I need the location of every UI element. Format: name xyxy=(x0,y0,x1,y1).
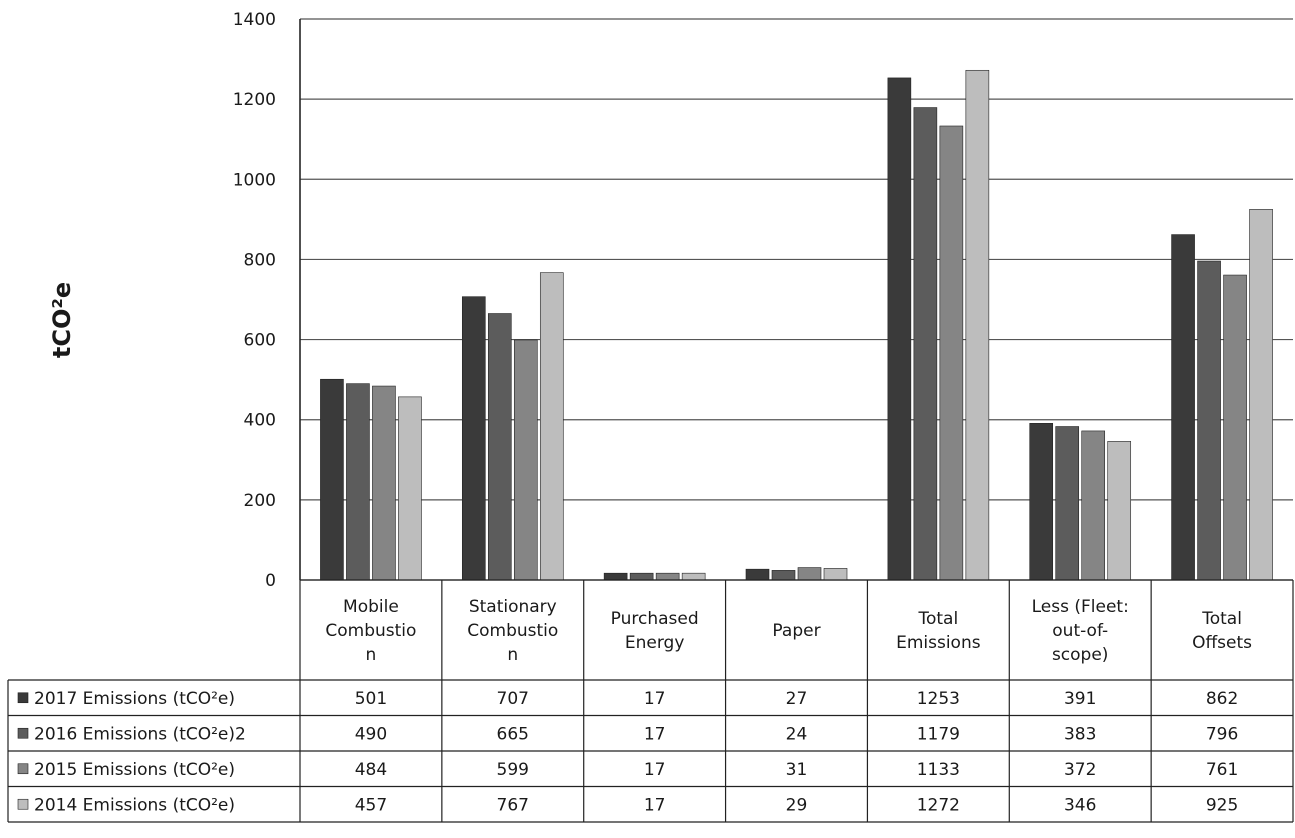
category-label: Combustio xyxy=(325,621,416,641)
bar xyxy=(913,107,938,581)
bar xyxy=(1197,260,1221,581)
bar xyxy=(1029,423,1054,581)
category-label: n xyxy=(507,645,518,665)
data-label: 1179 xyxy=(917,724,960,744)
category-label: Combustio xyxy=(467,621,558,641)
data-label: 24 xyxy=(786,724,808,744)
bar xyxy=(1107,441,1132,581)
data-label: 862 xyxy=(1206,689,1238,709)
category-label: Stationary xyxy=(469,597,557,617)
y-tick-label: 400 xyxy=(244,411,276,431)
category-label: n xyxy=(366,645,377,665)
data-label: 372 xyxy=(1064,760,1096,780)
legend-series-name: 2017 Emissions (tCO²e) xyxy=(34,689,235,709)
bar xyxy=(398,396,422,581)
data-label: 17 xyxy=(644,724,666,744)
bar xyxy=(539,272,564,581)
bar xyxy=(320,378,344,581)
category-label: scope) xyxy=(1052,645,1109,665)
data-label: 346 xyxy=(1064,795,1096,815)
data-label: 1133 xyxy=(917,760,960,780)
category-label: Energy xyxy=(625,633,685,653)
bar xyxy=(346,383,370,581)
bar xyxy=(939,125,964,581)
y-tick-label: 800 xyxy=(244,250,276,270)
bar xyxy=(745,568,770,581)
data-label: 490 xyxy=(355,724,387,744)
y-tick-label: 0 xyxy=(265,571,276,591)
data-label: 17 xyxy=(644,795,666,815)
bar xyxy=(1055,426,1080,581)
category-label: Mobile xyxy=(343,597,399,617)
bar xyxy=(372,385,396,581)
y-tick-label: 200 xyxy=(244,491,276,511)
y-tick-label: 1400 xyxy=(233,10,276,30)
bar xyxy=(1081,430,1106,581)
bar xyxy=(1249,209,1273,581)
data-label: 796 xyxy=(1206,724,1238,744)
y-tick-label: 1000 xyxy=(233,170,276,190)
legend-series-name: 2015 Emissions (tCO²e) xyxy=(34,760,235,780)
y-axis-label: tCO²e xyxy=(48,282,76,358)
data-label: 767 xyxy=(497,795,529,815)
data-label: 29 xyxy=(786,795,808,815)
bar xyxy=(887,77,912,581)
data-label: 17 xyxy=(644,760,666,780)
bar xyxy=(603,572,628,581)
data-label: 761 xyxy=(1206,760,1238,780)
data-label: 27 xyxy=(786,689,808,709)
bar xyxy=(823,568,848,581)
category-label: Emissions xyxy=(896,633,981,653)
category-label: Paper xyxy=(772,621,820,641)
data-label: 599 xyxy=(497,760,529,780)
data-label: 17 xyxy=(644,689,666,709)
legend-series-name: 2016 Emissions (tCO²e)2 xyxy=(34,724,246,744)
gridlines xyxy=(299,18,1293,581)
y-axis-ticks: 0 200 400 600 800 1000 1200 1400 xyxy=(233,10,276,591)
bar xyxy=(629,572,654,581)
bar xyxy=(771,570,796,581)
y-tick-label: 1200 xyxy=(233,90,276,110)
legend-key xyxy=(17,798,29,810)
data-label: 391 xyxy=(1064,689,1096,709)
bars xyxy=(320,69,1273,581)
category-label: Less (Fleet: xyxy=(1032,597,1129,617)
category-label: Offsets xyxy=(1192,633,1252,653)
bar xyxy=(1223,274,1247,581)
bar xyxy=(1171,234,1195,581)
data-label: 665 xyxy=(497,724,529,744)
y-tick-label: 600 xyxy=(244,331,276,351)
data-label: 501 xyxy=(355,689,387,709)
bar xyxy=(965,69,990,581)
data-label: 925 xyxy=(1206,795,1238,815)
bar xyxy=(513,339,538,581)
data-label: 457 xyxy=(355,795,387,815)
legend-key xyxy=(17,727,29,739)
data-label: 1253 xyxy=(917,689,960,709)
category-label: out-of- xyxy=(1052,621,1108,641)
data-label: 383 xyxy=(1064,724,1096,744)
bar xyxy=(461,296,486,581)
category-label: Purchased xyxy=(611,609,699,629)
data-label: 31 xyxy=(786,760,808,780)
data-label: 707 xyxy=(497,689,529,709)
bar xyxy=(655,572,680,581)
category-label: Total xyxy=(1201,609,1242,629)
legend-series-name: 2014 Emissions (tCO²e) xyxy=(34,795,235,815)
legend-key xyxy=(17,763,29,775)
category-label: Total xyxy=(918,609,959,629)
data-label: 484 xyxy=(355,760,387,780)
legend-key xyxy=(17,692,29,704)
bar xyxy=(797,567,822,581)
bar xyxy=(487,313,512,581)
bar xyxy=(681,572,706,581)
data-label: 1272 xyxy=(917,795,960,815)
data-table: Mobile Combustio n Stationary Combustio n Purc… xyxy=(7,19,1294,823)
